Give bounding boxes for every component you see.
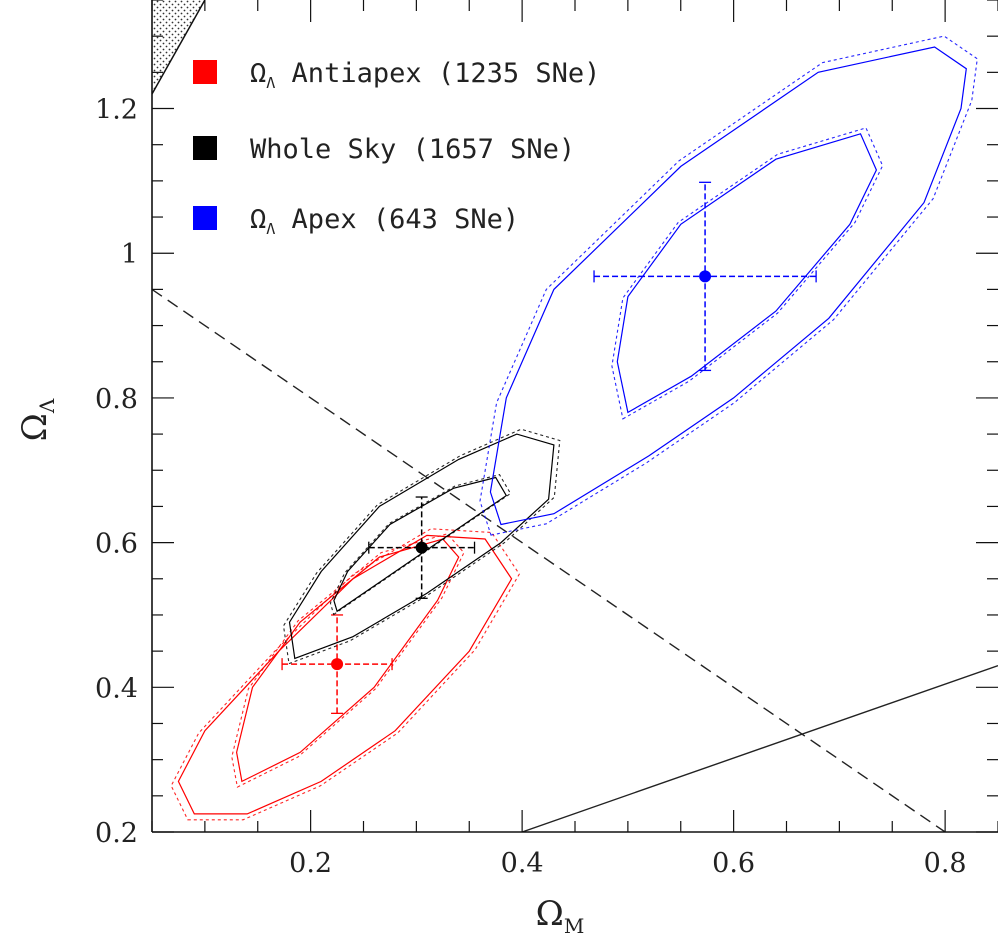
contour-dotted-95	[479, 35, 978, 536]
x-axis-label: ΩM	[536, 894, 585, 938]
y-tick-label: 1	[121, 239, 138, 270]
flat-universe-line	[152, 288, 946, 832]
y-axis-label: ΩΛ	[15, 398, 59, 441]
legend: ΩΛ Antiapex (1235 SNe) Whole Sky (1657 SN…	[193, 58, 600, 238]
legend-swatch	[193, 206, 217, 230]
x-tick-label: 0.6	[712, 848, 755, 879]
x-tick-label: 0.8	[924, 848, 967, 879]
series-1	[282, 428, 561, 665]
y-tick-label: 0.2	[95, 818, 138, 849]
contour-dotted-95	[282, 428, 561, 665]
contour-dotted-68	[231, 533, 465, 788]
x-tick-label: 0.2	[289, 848, 332, 879]
legend-swatch	[193, 60, 217, 84]
series-2	[479, 35, 978, 536]
contour-dotted-68	[611, 127, 884, 420]
data-point	[699, 270, 712, 283]
y-tick-label: 0.8	[95, 384, 138, 415]
data-point	[331, 658, 344, 671]
y-tick-label: 0.6	[95, 529, 138, 560]
contour-dotted-95	[170, 528, 520, 821]
legend-label: Whole Sky (1657 SNe)	[250, 134, 575, 165]
reference-line	[521, 664, 998, 832]
legend-item-0: ΩΛ Antiapex (1235 SNe)	[193, 58, 600, 92]
data-point	[415, 541, 428, 554]
legend-label: ΩΛ Apex (643 SNe)	[250, 204, 519, 238]
series-0	[170, 528, 520, 821]
axes: 0.2 0.4 0.6 0.8 0.2 0.4 0.6 0.8 1 1.2	[95, 0, 998, 879]
axis-labels: ΩM ΩΛ	[15, 398, 584, 938]
contour-95	[288, 433, 555, 660]
shaded-region-boundary	[152, 0, 206, 95]
legend-item-1: Whole Sky (1657 SNe)	[193, 134, 575, 165]
x-tick-label: 0.4	[501, 848, 544, 879]
contour-68	[616, 133, 878, 414]
legend-item-2: ΩΛ Apex (643 SNe)	[193, 204, 519, 238]
y-tick-label: 0.4	[95, 673, 138, 704]
legend-label: ΩΛ Antiapex (1235 SNe)	[250, 58, 600, 92]
contour-95	[489, 46, 967, 526]
contour-dotted-68	[329, 473, 512, 616]
contour-95	[177, 534, 513, 815]
plot-area	[152, 0, 998, 832]
y-tick-label: 1.2	[95, 95, 138, 126]
legend-swatch	[193, 136, 217, 160]
